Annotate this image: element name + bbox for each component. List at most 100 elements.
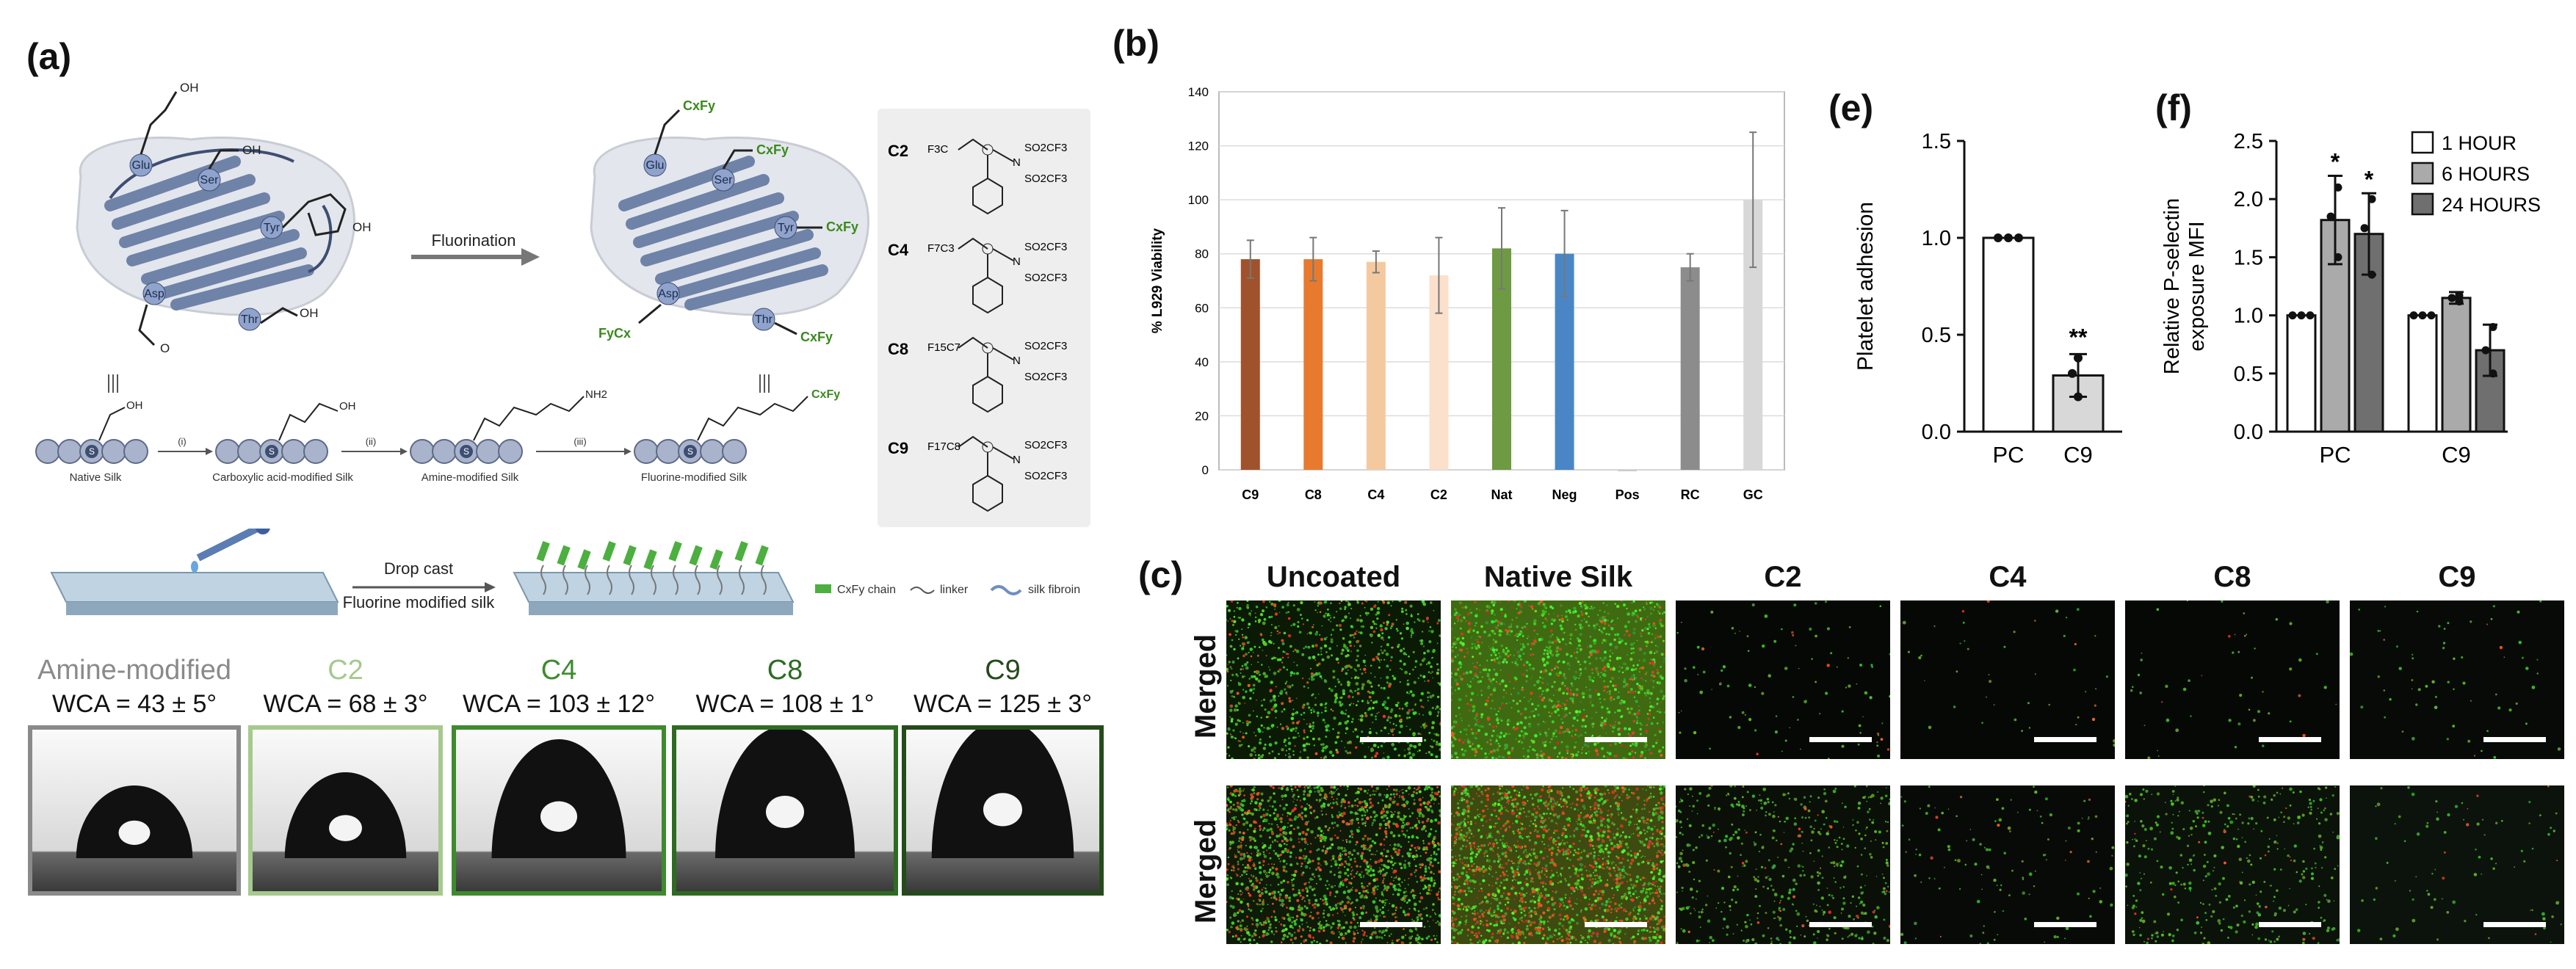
row-label-merged: Merged <box>1190 634 1223 738</box>
wca-value: WCA = 108 ± 1° <box>667 690 902 719</box>
svg-text:S: S <box>687 446 693 457</box>
droplet-shape <box>491 739 626 858</box>
panel-label-c: (c) <box>1138 554 1183 596</box>
svg-text:Amine-modified Silk: Amine-modified Silk <box>422 471 519 484</box>
y-axis-label-line1: Relative P-selectin <box>2163 198 2184 374</box>
data-point <box>2334 183 2342 192</box>
column-header-native-silk: Native Silk <box>1436 561 1680 594</box>
drop-cast-label: Drop cast <box>384 559 453 578</box>
wca-value: WCA = 43 ± 5° <box>17 690 252 719</box>
column-header-c4: C4 <box>1886 561 2130 594</box>
native-silk-protein <box>76 137 355 316</box>
bar-pc <box>1982 236 2035 433</box>
scale-bar <box>1360 922 1422 927</box>
y-tick-label: 0.5 <box>1922 324 1951 347</box>
data-point <box>2418 311 2427 320</box>
bar-pos <box>1618 470 1638 471</box>
y-tick-label: 20 <box>1195 409 1209 423</box>
y-tick-label: 0.0 <box>2234 421 2263 444</box>
scale-bar <box>1360 737 1422 742</box>
panel-label-b: (b) <box>1112 22 1159 65</box>
reagent-chain: F7C3 <box>927 242 955 255</box>
reagent-group-2: SO2CF3 <box>1024 173 1067 185</box>
svg-text:CxFy: CxFy <box>800 330 833 344</box>
reagent-group-2: SO2CF3 <box>1024 272 1067 284</box>
svg-text:Asp: Asp <box>144 288 164 300</box>
svg-text:OH: OH <box>352 220 372 234</box>
bar-c9 <box>1240 259 1260 470</box>
panel-a-schematic: Glu Ser Tyr Asp Thr OH OH OH O OH Fluorinat… <box>35 81 869 484</box>
micrograph-uncoated-row1 <box>1226 600 1441 759</box>
wca-value: WCA = 125 ± 3° <box>886 690 1121 719</box>
reagent-code: C2 <box>888 142 908 160</box>
micrograph-c4-row1 <box>1900 600 2115 759</box>
y-axis-label: % L929 Viability <box>1150 228 1165 333</box>
svg-text:OH: OH <box>300 306 319 320</box>
x-tick-label: Neg <box>1552 487 1577 502</box>
bar-c9-1-hour <box>2407 314 2438 433</box>
legend-label: 6 HOURS <box>2442 163 2530 185</box>
micrograph-c8-row2 <box>2125 785 2340 944</box>
residue-nodes-left: Glu Ser Tyr Asp Thr <box>129 153 283 331</box>
svg-text:(iii): (iii) <box>574 436 586 447</box>
svg-text:Thr: Thr <box>241 313 259 326</box>
svg-text:CxFy: CxFy <box>811 388 840 401</box>
scale-bar <box>2483 922 2546 927</box>
panel-label-e: (e) <box>1828 87 1873 129</box>
column-header-c8: C8 <box>2110 561 2354 594</box>
scale-bar <box>2259 737 2321 742</box>
data-point <box>2409 311 2418 320</box>
data-point <box>2367 270 2376 279</box>
svg-text:(i): (i) <box>178 436 187 447</box>
reagent-box: C2 F3C N SO2CF3 SO2CF3 C4 F7C3 N SO2CF3 SO2CF3 C8 F… <box>878 109 1090 527</box>
legend-swatch <box>2411 131 2434 154</box>
x-tick-label: Pos <box>1616 487 1640 502</box>
wca-sample-title: C2 <box>228 655 463 686</box>
data-point <box>2334 253 2342 261</box>
svg-text:OH: OH <box>126 399 143 412</box>
drop-cast-scheme: Drop cast Fluorine modified silk CxFy ch… <box>50 529 1080 615</box>
svg-text:Thr: Thr <box>755 313 773 326</box>
reagent-code: C8 <box>888 340 908 358</box>
wca-sample-title: Amine-modified <box>17 655 252 686</box>
svg-text:Glu: Glu <box>646 159 665 172</box>
svg-text:S: S <box>463 446 469 457</box>
svg-text:CxFy: CxFy <box>756 142 789 157</box>
scale-bar <box>2259 922 2321 927</box>
legend-label: 24 HOURS <box>2442 194 2541 216</box>
svg-text:OH: OH <box>180 81 199 95</box>
significance-marker: * <box>2331 149 2340 175</box>
column-header-uncoated: Uncoated <box>1212 561 1455 594</box>
reagent-code: C9 <box>888 439 908 457</box>
data-point <box>2427 311 2436 320</box>
bar-c4 <box>1366 261 1386 470</box>
significance-marker: ** <box>2069 324 2088 350</box>
svg-text:Native Silk: Native Silk <box>70 471 122 484</box>
svg-text:N: N <box>1013 156 1021 169</box>
wca-droplet-image <box>452 725 666 896</box>
wca-droplet-image <box>902 725 1104 896</box>
micrograph-c2-row2 <box>1676 785 1890 944</box>
fluorinated-chains <box>536 541 769 595</box>
svg-text:CxFy: CxFy <box>683 98 715 113</box>
reagent-group-1: SO2CF3 <box>1024 142 1067 154</box>
fluorination-label: Fluorination <box>432 231 516 250</box>
x-tick-label: PC <box>2319 442 2351 468</box>
y-tick-label: 1.0 <box>2234 305 2263 328</box>
svg-text:Ser: Ser <box>200 174 220 186</box>
y-tick-label: 40 <box>1195 355 1209 369</box>
x-tick-label: C2 <box>1430 487 1447 502</box>
bar-pc-1-hour <box>2286 314 2317 433</box>
reagent-chain: F15C7 <box>927 341 960 354</box>
legend-swatch <box>2411 192 2434 216</box>
data-point <box>2326 212 2335 221</box>
wca-droplet-image <box>28 725 241 896</box>
x-tick-label: C8 <box>1305 487 1322 502</box>
data-point <box>2074 353 2083 363</box>
svg-text:O: O <box>160 341 170 355</box>
svg-text:CxFy chain: CxFy chain <box>837 584 896 596</box>
y-tick-label: 0.5 <box>2234 363 2263 386</box>
